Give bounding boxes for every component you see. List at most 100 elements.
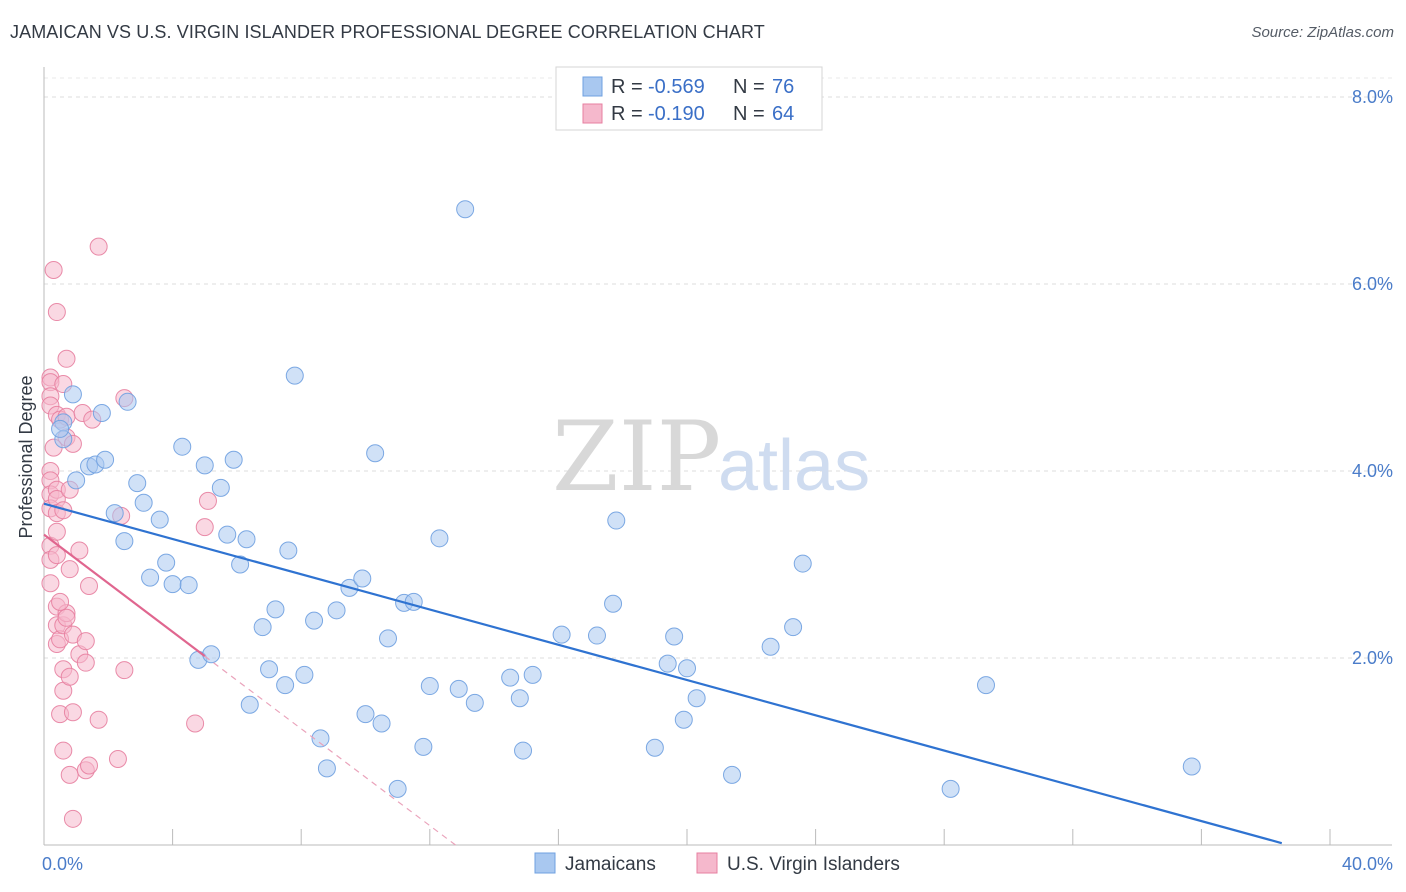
usvi-point-60 <box>195 518 214 537</box>
jamaicans-point-73 <box>976 676 995 695</box>
jamaicans-point-12 <box>134 493 153 512</box>
jamaicans-point-69 <box>761 637 780 656</box>
jamaicans-point-59 <box>587 626 606 645</box>
usvi-point-58 <box>115 661 134 680</box>
jamaicans-point-3 <box>67 471 86 490</box>
usvi-point-43 <box>63 809 82 828</box>
jamaicans-point-24 <box>224 450 243 469</box>
jamaicans-point-62 <box>645 738 664 757</box>
jamaicans-point-61 <box>607 511 626 530</box>
jamaicans-point-66 <box>678 659 696 678</box>
jamaicans-point-37 <box>317 759 336 778</box>
jamaicans-point-23 <box>218 525 237 544</box>
jamaicans-point-22 <box>211 478 230 497</box>
usvi-point-51 <box>80 756 99 775</box>
chart-title: JAMAICAN VS U.S. VIRGIN ISLANDER PROFESS… <box>10 22 765 42</box>
jamaicans-point-60 <box>604 594 623 613</box>
y-tick-label-2: 6.0% <box>1352 274 1393 294</box>
legend-top: R = -0.569 N = 76 R = -0.190 N = 64 <box>555 66 823 131</box>
usvi-point-30 <box>54 741 73 760</box>
usvi-point-59 <box>186 714 205 733</box>
watermark-atlas: atlas <box>718 426 870 506</box>
jamaicans-point-43 <box>372 714 391 733</box>
jamaicans-point-16 <box>163 575 182 594</box>
usvi-point-38 <box>60 667 79 686</box>
trend-lines <box>43 502 1283 846</box>
jamaicans-point-55 <box>510 689 529 708</box>
usvi-point-18 <box>47 546 66 565</box>
usvi-point-17 <box>47 522 66 541</box>
jamaicans-point-28 <box>253 618 272 637</box>
y-tick-label-3: 8.0% <box>1352 87 1393 107</box>
jamaicans-point-14 <box>150 510 169 529</box>
jamaicans-point-51 <box>449 679 468 698</box>
jamaicans-point-8 <box>105 504 124 523</box>
y-axis-title: Professional Degree <box>16 375 36 538</box>
jamaicans-point-70 <box>784 618 803 637</box>
legend-top-r-value-1: -0.569 <box>648 76 705 98</box>
legend-top-swatch-jamaicans <box>582 76 603 97</box>
source-credit: Source: ZipAtlas.com <box>1251 24 1394 41</box>
usvi-point-42 <box>63 703 82 722</box>
watermark: ZIP atlas <box>552 401 870 513</box>
trend-line-jamaicans <box>43 502 1283 845</box>
jamaicans-point-29 <box>260 660 279 679</box>
y-tick-label-0: 2.0% <box>1352 648 1393 668</box>
usvi-point-53 <box>89 710 108 729</box>
usvi-point-31 <box>57 349 76 368</box>
usvi-point-54 <box>89 237 108 256</box>
jamaicans-point-72 <box>941 779 960 798</box>
usvi-point-61 <box>198 491 217 510</box>
jamaicans-point-45 <box>388 779 407 798</box>
y-tick-labels: 2.0% 4.0% 6.0% 8.0% <box>1352 87 1393 668</box>
jamaicans-point-26 <box>237 530 256 549</box>
x-tick-label-0: 0.0% <box>42 854 83 874</box>
jamaicans-point-9 <box>115 532 134 551</box>
legend-swatch-jamaicans <box>534 852 556 874</box>
series-usvi-points <box>41 237 217 828</box>
jamaicans-point-56 <box>514 741 533 760</box>
y-tick-label-1: 4.0% <box>1352 461 1393 481</box>
legend-top-n-value-1: 76 <box>772 76 794 98</box>
usvi-point-47 <box>76 632 95 651</box>
jamaicans-point-38 <box>327 601 346 620</box>
jamaicans-point-27 <box>240 695 259 714</box>
jamaicans-point-10 <box>118 392 137 411</box>
jamaicans-point-2 <box>63 385 82 404</box>
x-tick-label-1: 40.0% <box>1342 854 1393 874</box>
usvi-point-39 <box>60 765 79 784</box>
usvi-point-48 <box>76 653 95 672</box>
jamaicans-point-21 <box>202 645 221 664</box>
jamaicans-point-30 <box>266 600 285 619</box>
legend-top-n-label-1: N = <box>733 76 765 98</box>
legend-top-r-label-1: R = <box>611 76 643 98</box>
series-jamaicans-points <box>51 200 1201 798</box>
jamaicans-point-67 <box>687 689 706 708</box>
jamaicans-point-35 <box>305 611 324 630</box>
usvi-point-45 <box>70 541 89 560</box>
usvi-point-12 <box>47 303 66 322</box>
jamaicans-point-63 <box>658 654 677 673</box>
jamaicans-point-11 <box>128 474 147 493</box>
jamaicans-point-75 <box>51 419 70 438</box>
jamaicans-point-6 <box>96 450 115 469</box>
jamaicans-point-68 <box>723 765 742 784</box>
legend-bottom: Jamaicans U.S. Virgin Islanders <box>534 852 900 875</box>
legend-swatch-usvi <box>696 852 718 874</box>
jamaicans-point-52 <box>456 200 475 219</box>
jamaicans-point-31 <box>276 676 295 695</box>
legend-top-n-value-2: 64 <box>772 103 794 125</box>
jamaicans-point-44 <box>379 629 398 648</box>
jamaicans-point-36 <box>311 729 330 748</box>
jamaicans-point-25 <box>231 555 250 574</box>
legend-top-r-label-2: R = <box>611 103 643 125</box>
jamaicans-point-57 <box>523 665 542 684</box>
trend-line-usvi <box>43 533 206 658</box>
jamaicans-point-40 <box>353 569 372 588</box>
jamaicans-point-41 <box>356 705 375 724</box>
jamaicans-point-15 <box>157 553 176 572</box>
jamaicans-point-20 <box>195 456 214 475</box>
jamaicans-point-33 <box>285 366 304 385</box>
trend-line-usvi-extension <box>204 655 456 846</box>
usvi-point-63 <box>51 592 70 611</box>
